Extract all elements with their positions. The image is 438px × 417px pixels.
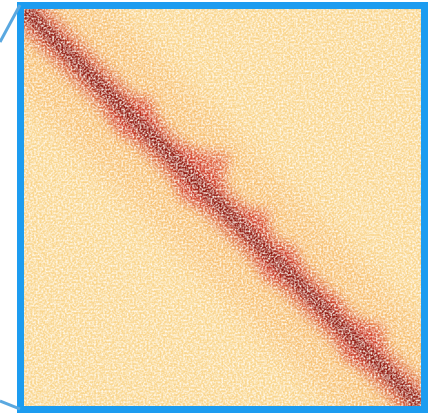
- noise-overlay: [24, 9, 421, 406]
- heatmap: [20, 5, 425, 410]
- page: {} (() => { const data = JSON.parse(docu…: [0, 0, 438, 417]
- hic-map-view: [0, 0, 438, 417]
